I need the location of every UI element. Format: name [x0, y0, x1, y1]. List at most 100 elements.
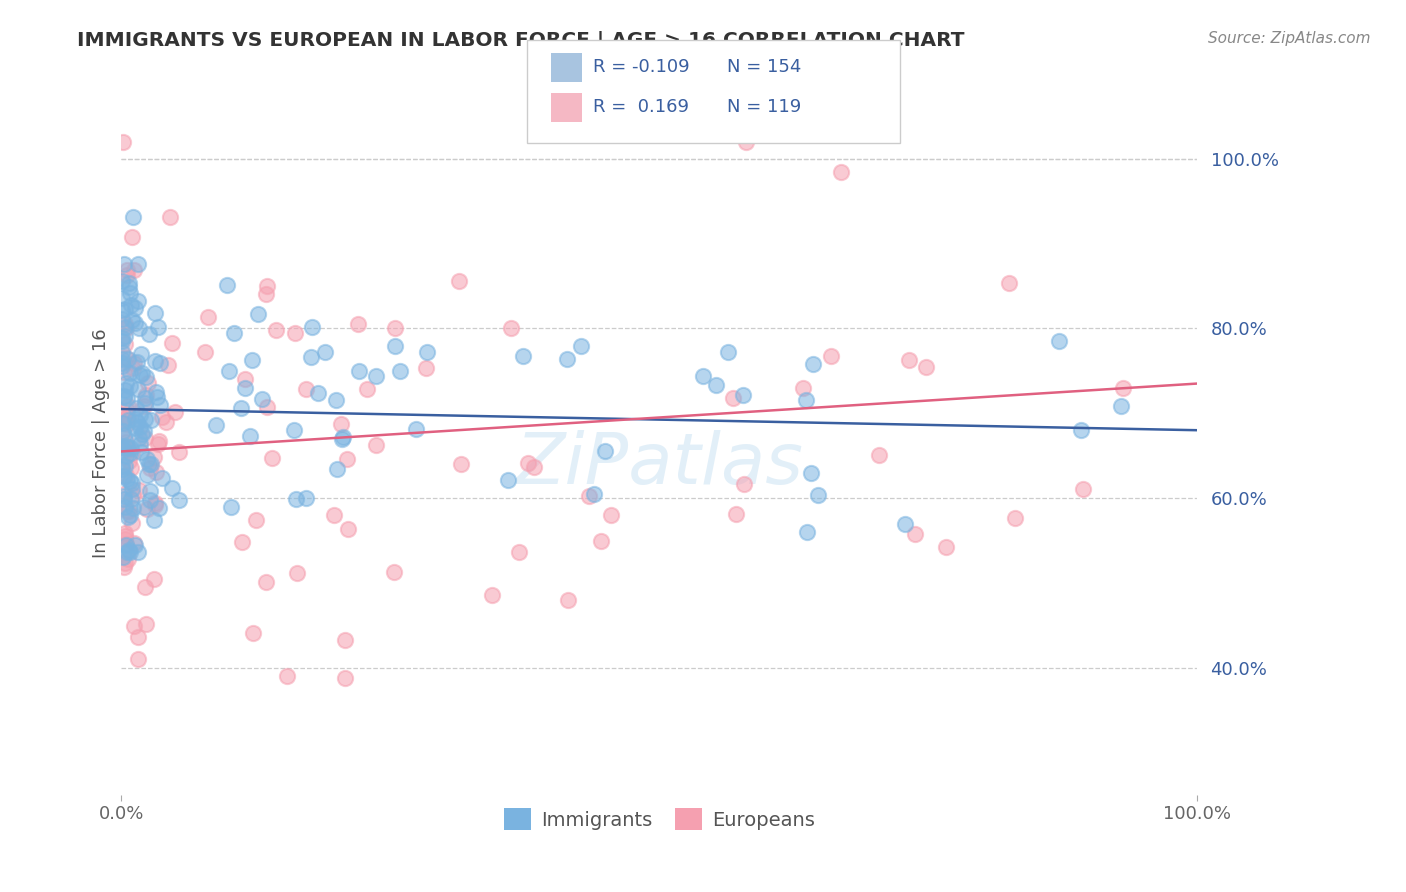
Point — [143, 496, 166, 510]
Point — [110, 351, 132, 366]
Point — [120, 545, 142, 559]
Point — [129, 444, 152, 458]
Point — [162, 481, 184, 495]
Point — [131, 347, 153, 361]
Point — [134, 396, 156, 410]
Point — [118, 508, 141, 522]
Point — [382, 566, 405, 580]
Point — [163, 405, 186, 419]
Point — [122, 356, 145, 370]
Point — [127, 258, 149, 272]
Point — [115, 376, 138, 391]
Point — [167, 493, 190, 508]
Point — [111, 291, 134, 305]
Point — [555, 352, 578, 367]
Point — [121, 446, 143, 460]
Point — [127, 293, 149, 308]
Text: IMMIGRANTS VS EUROPEAN IN LABOR FORCE | AGE > 16 CORRELATION CHART: IMMIGRANTS VS EUROPEAN IN LABOR FORCE | … — [77, 31, 965, 51]
Point — [135, 616, 157, 631]
Point — [1004, 510, 1026, 524]
Point — [134, 431, 156, 445]
Point — [115, 321, 138, 335]
Point — [246, 307, 269, 321]
Point — [121, 211, 143, 225]
Point — [284, 326, 307, 341]
Point — [224, 326, 246, 341]
Point — [120, 461, 142, 475]
Point — [115, 538, 138, 552]
Point — [114, 320, 136, 334]
Point — [215, 277, 238, 292]
Point — [301, 319, 323, 334]
Point — [508, 545, 530, 559]
Point — [142, 450, 165, 464]
Point — [405, 422, 427, 436]
Point — [127, 415, 149, 429]
Point — [868, 448, 890, 462]
Point — [118, 442, 141, 457]
Point — [111, 426, 134, 441]
Point — [583, 487, 606, 501]
Point — [800, 467, 823, 481]
Point — [112, 389, 135, 403]
Point — [415, 360, 437, 375]
Point — [112, 489, 135, 503]
Point — [117, 351, 139, 366]
Point — [238, 429, 260, 443]
Point — [250, 392, 273, 406]
Point — [1071, 482, 1094, 496]
Point — [416, 345, 439, 359]
Text: N = 154: N = 154 — [727, 58, 801, 77]
Point — [115, 440, 138, 454]
Y-axis label: In Labor Force | Age > 16: In Labor Force | Age > 16 — [93, 328, 110, 558]
Point — [219, 500, 242, 515]
Point — [128, 431, 150, 445]
Point — [332, 430, 354, 444]
Point — [589, 534, 612, 549]
Point — [135, 501, 157, 516]
Point — [731, 388, 754, 402]
Point — [111, 303, 134, 318]
Point — [114, 383, 136, 397]
Point — [150, 471, 173, 485]
Point — [124, 538, 146, 552]
Point — [146, 320, 169, 334]
Point — [801, 357, 824, 371]
Point — [129, 408, 152, 422]
Point — [127, 355, 149, 369]
Point — [112, 560, 135, 574]
Point — [111, 331, 134, 345]
Point — [112, 487, 135, 501]
Point — [111, 311, 134, 326]
Point — [149, 356, 172, 370]
Point — [115, 434, 138, 449]
Point — [1112, 381, 1135, 395]
Point — [124, 536, 146, 550]
Point — [323, 508, 346, 522]
Point — [115, 402, 138, 417]
Point — [150, 410, 173, 425]
Point — [830, 165, 852, 179]
Point — [121, 230, 143, 244]
Point — [111, 274, 134, 288]
Point — [112, 366, 135, 380]
Point — [118, 504, 141, 518]
Point — [138, 457, 160, 471]
Point — [112, 416, 135, 430]
Point — [121, 312, 143, 326]
Point — [143, 354, 166, 368]
Point — [117, 276, 139, 290]
Point — [336, 451, 359, 466]
Point — [325, 392, 347, 407]
Point — [139, 457, 162, 471]
Point — [117, 542, 139, 557]
Point — [330, 432, 353, 446]
Point — [111, 459, 134, 474]
Point — [903, 526, 925, 541]
Point — [205, 417, 228, 432]
Point — [131, 366, 153, 380]
Point — [295, 382, 318, 396]
Point — [254, 574, 277, 589]
Point — [114, 439, 136, 453]
Point — [136, 451, 159, 466]
